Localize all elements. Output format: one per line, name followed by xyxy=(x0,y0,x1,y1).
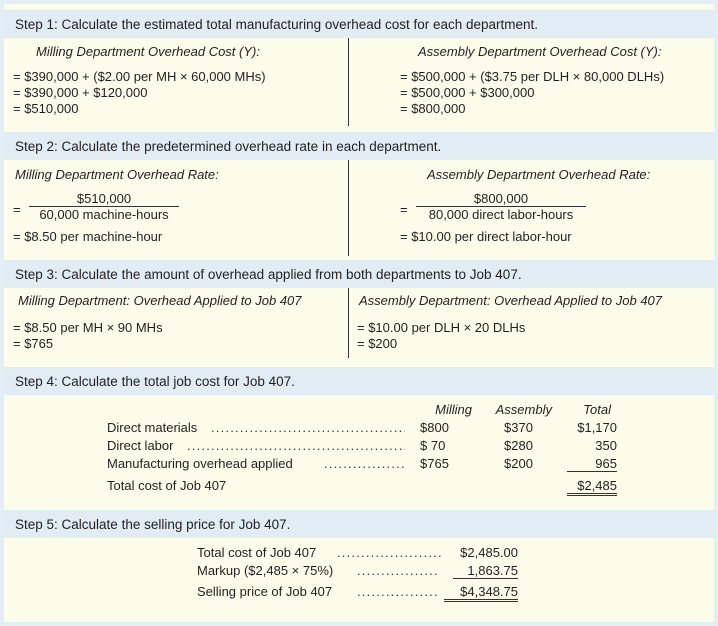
step3-divider xyxy=(348,288,349,358)
step1-assembly-line-1: = $500,000 + ($3.75 per DLH × 80,000 DLH… xyxy=(400,69,665,84)
step1-header: Step 1: Calculate the estimated total ma… xyxy=(4,10,714,38)
step4-header-total: Total xyxy=(583,402,611,417)
step1-title: Step 1: Calculate the estimated total ma… xyxy=(15,16,539,32)
step4-row-1-total: $1,170 xyxy=(577,420,617,435)
step5-row-3-value: $4,348.75 xyxy=(444,584,518,602)
step3-assembly-line-1: = $10.00 per DLH × 20 DLHs xyxy=(357,320,526,335)
step5-row-1-label: Total cost of Job 407 xyxy=(197,545,317,560)
step2-milling-heading: Milling Department Overhead Rate: xyxy=(15,167,219,182)
step5-title: Step 5: Calculate the selling price for … xyxy=(15,516,291,532)
step3-milling-line-1: = $8.50 per MH × 90 MHs xyxy=(13,320,163,335)
step4-row-2-milling: $ 70 xyxy=(420,438,446,453)
step2-assembly-denominator: 80,000 direct labor-hours xyxy=(416,206,586,222)
step3-milling-line-2: = $765 xyxy=(13,336,54,351)
step2-header: Step 2: Calculate the predetermined over… xyxy=(4,132,714,160)
step1-assembly-line-3: = $800,000 xyxy=(400,101,466,116)
step4-row-4-total: $2,485 xyxy=(567,478,617,496)
step2-assembly-heading: Assembly Department Overhead Rate: xyxy=(427,167,651,182)
step4-row-2-total: 350 xyxy=(595,438,617,453)
step5-row-2-value: 1,863.75 xyxy=(453,563,518,579)
step3-title: Step 3: Calculate the amount of overhead… xyxy=(15,266,522,282)
step2-milling-numerator: $510,000 xyxy=(76,191,132,206)
step5-row-3-leader: ................. xyxy=(357,584,439,599)
step2-assembly-fraction: $800,000 80,000 direct labor-hours xyxy=(416,191,586,222)
step4-row-1-label: Direct materials xyxy=(107,420,198,435)
step2-assembly-result: = $10.00 per direct labor-hour xyxy=(400,229,572,244)
step5-row-3-label: Selling price of Job 407 xyxy=(197,584,333,599)
step1-milling-heading: Milling Department Overhead Cost (Y): xyxy=(36,44,260,59)
step4-row-1-assembly: $370 xyxy=(504,420,533,435)
step4-header-assembly: Assembly xyxy=(495,402,552,417)
step2-assembly-equals: = xyxy=(400,202,408,217)
step5-row-2-label: Markup ($2,485 × 75%) xyxy=(197,563,334,578)
step2-divider xyxy=(348,160,349,256)
step2-title: Step 2: Calculate the predetermined over… xyxy=(15,138,442,154)
step4-row-3-milling: $765 xyxy=(420,456,449,471)
solution-panel: Step 1: Calculate the estimated total ma… xyxy=(4,4,714,622)
step1-milling-line-2: = $390,000 + $120,000 xyxy=(13,85,148,100)
step4-row-1-milling: $800 xyxy=(420,420,449,435)
step2-milling-denominator: 60,000 machine-hours xyxy=(29,206,179,222)
step3-assembly-line-2: = $200 xyxy=(357,336,398,351)
step5-header: Step 5: Calculate the selling price for … xyxy=(4,510,714,538)
step1-assembly-line-2: = $500,000 + $300,000 xyxy=(400,85,535,100)
step2-assembly-numerator: $800,000 xyxy=(473,191,529,206)
step3-header: Step 3: Calculate the amount of overhead… xyxy=(4,260,714,288)
step4-header: Step 4: Calculate the total job cost for… xyxy=(4,367,714,395)
step4-row-2-label: Direct labor xyxy=(107,438,174,453)
step5-row-1-value: $2,485.00 xyxy=(460,545,518,560)
step3-assembly-heading: Assembly Department: Overhead Applied to… xyxy=(359,293,663,308)
step4-title: Step 4: Calculate the total job cost for… xyxy=(15,373,295,389)
step2-milling-result: = $8.50 per machine-hour xyxy=(13,229,163,244)
step5-row-2-leader: ................. xyxy=(357,563,439,578)
step1-milling-line-3: = $510,000 xyxy=(13,101,79,116)
step4-row-3-leader: ................. xyxy=(324,456,405,471)
step2-milling-fraction: $510,000 60,000 machine-hours xyxy=(29,191,179,222)
step1-divider xyxy=(348,38,349,126)
step2-milling-equals: = xyxy=(13,202,21,217)
step4-header-milling: Milling xyxy=(435,402,472,417)
step4-row-3-assembly: $200 xyxy=(504,456,533,471)
step4-row-2-assembly: $280 xyxy=(504,438,533,453)
step1-milling-line-1: = $390,000 + ($2.00 per MH × 60,000 MHs) xyxy=(13,69,266,84)
step4-row-3-total: 965 xyxy=(567,456,617,472)
step5-row-1-leader: ...................... xyxy=(337,545,441,560)
step4-row-4-label: Total cost of Job 407 xyxy=(107,478,227,493)
step4-row-1-leader: ........................................… xyxy=(211,420,405,435)
step1-assembly-heading: Assembly Department Overhead Cost (Y): xyxy=(418,44,662,59)
step4-row-3-label: Manufacturing overhead applied xyxy=(107,456,293,471)
step4-row-2-leader: ........................................… xyxy=(187,438,405,453)
step3-milling-heading: Milling Department: Overhead Applied to … xyxy=(18,293,302,308)
